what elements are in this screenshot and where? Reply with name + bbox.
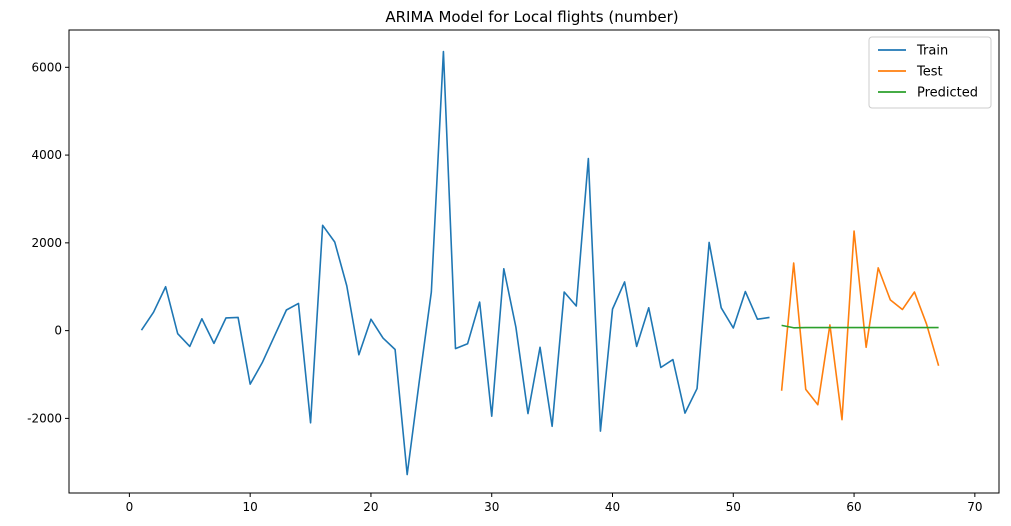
legend: Train Test Predicted [868, 36, 992, 109]
legend-label-test: Test [916, 65, 943, 80]
x-tick-label: 50 [726, 500, 741, 514]
series-line-train [140, 50, 770, 476]
x-tick-label: 10 [243, 500, 258, 514]
series-line-test [780, 230, 940, 421]
chart-title: ARIMA Model for Local flights (number) [385, 8, 678, 26]
y-tick-label: 2000 [31, 236, 62, 250]
x-tick-label: 70 [967, 500, 982, 514]
legend-box [868, 36, 992, 109]
x-axis: 0 10 20 30 40 50 60 70 [126, 493, 982, 514]
y-tick-label: -2000 [27, 411, 62, 425]
y-tick-label: 0 [54, 324, 62, 338]
x-tick-label: 30 [484, 500, 499, 514]
legend-label-predicted: Predicted [917, 86, 978, 101]
x-tick-label: 20 [363, 500, 378, 514]
series-layer [140, 50, 940, 476]
x-tick-label: 0 [126, 500, 134, 514]
plot-frame [68, 29, 1000, 494]
series-line-predicted [781, 324, 939, 329]
x-tick-label: 60 [846, 500, 861, 514]
y-tick-label: 6000 [31, 60, 62, 74]
plot-area-border [68, 29, 1000, 494]
legend-label-train: Train [916, 44, 948, 59]
x-tick-label: 40 [605, 500, 620, 514]
y-axis: -2000 0 2000 4000 6000 [27, 60, 69, 425]
y-tick-label: 4000 [31, 148, 62, 162]
